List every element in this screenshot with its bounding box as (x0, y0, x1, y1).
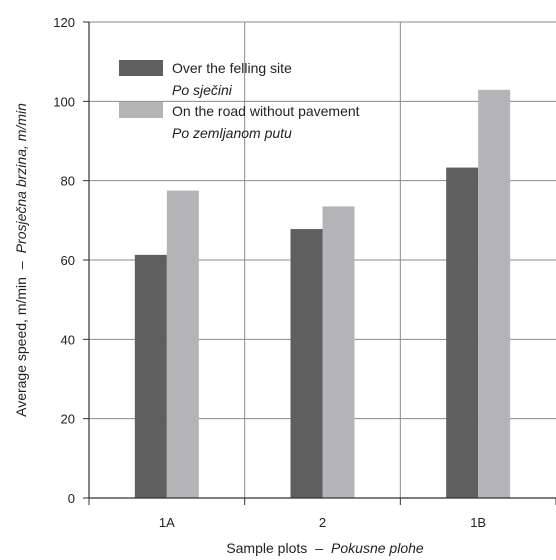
legend-sublabel-series-1: Po sječini (172, 82, 233, 98)
bar-2-series-2 (322, 206, 355, 498)
bar-2-series-1 (290, 229, 323, 498)
y-tick-label-0: 0 (68, 491, 75, 506)
y-tick-label-80: 80 (61, 174, 75, 189)
x-axis-title-separator: – (315, 540, 323, 556)
y-axis-title-main: Average speed, m/min (13, 277, 29, 417)
legend-sublabel-series-2: Po zemljanom putu (172, 125, 292, 141)
x-tick-label-2: 2 (319, 515, 326, 530)
y-axis-title-separator: – (13, 261, 29, 269)
y-tick-label-120: 120 (53, 15, 75, 30)
x-axis-title-local: Pokusne plohe (331, 540, 424, 556)
y-axis-title: Average speed, m/min – Prosječna brzina, m… (13, 103, 29, 417)
y-tick-label-60: 60 (61, 253, 75, 268)
x-axis-title: Sample plots – Pokusne plohe (226, 540, 424, 556)
x-tick-label-1B: 1B (470, 515, 486, 530)
bars (134, 89, 511, 499)
tick-labels: 0 20 40 60 80 100 120 1A 2 1B (53, 15, 486, 530)
legend-swatch-series-1 (119, 60, 163, 76)
bar-1B-series-1 (446, 167, 479, 498)
y-tick-label-100: 100 (53, 94, 75, 109)
legend-label-series-1: Over the felling site (172, 60, 292, 76)
y-tick-label-40: 40 (61, 332, 75, 347)
bar-1B-series-2 (478, 89, 511, 498)
y-axis-title-local: Prosječna brzina, m/min (13, 103, 29, 253)
bar-1A-series-2 (166, 190, 199, 499)
legend-label-series-2: On the road without pavement (172, 103, 360, 119)
x-axis-title-main: Sample plots (226, 540, 307, 556)
legend: Over the felling site Po sječini On the … (119, 60, 360, 141)
legend-swatch-series-2 (119, 102, 163, 118)
x-tick-label-1A: 1A (159, 515, 175, 530)
bar-1A-series-1 (134, 254, 167, 498)
y-tick-label-20: 20 (61, 412, 75, 427)
axes (83, 21, 556, 505)
